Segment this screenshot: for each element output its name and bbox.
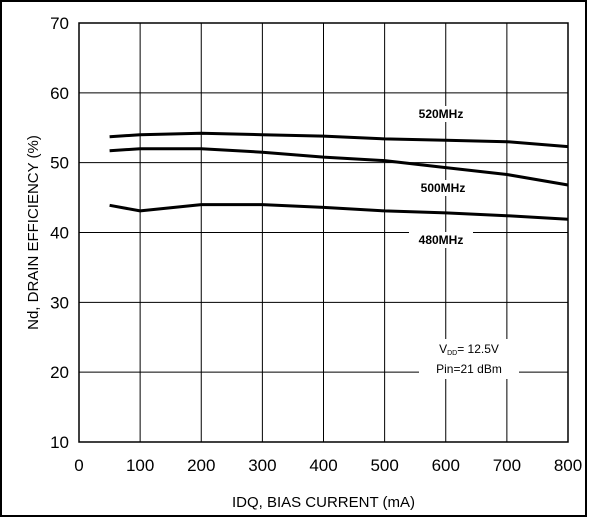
plot-border	[78, 22, 569, 443]
y-tick-label: 10	[50, 433, 69, 452]
x-tick-label: 700	[493, 456, 521, 475]
x-tick-label: 400	[309, 456, 337, 475]
y-tick-label: 20	[50, 363, 69, 382]
x-tick-label: 100	[126, 456, 154, 475]
x-tick-label: 200	[187, 456, 215, 475]
y-axis-label: Nd, DRAIN EFFICIENCY (%)	[25, 135, 42, 330]
x-tick-label: 600	[432, 456, 460, 475]
test-conditions: VDD= 12.5V Pin=21 dBm	[419, 339, 519, 379]
condition-vdd: VDD= 12.5V	[439, 342, 499, 357]
x-tick-label: 0	[74, 456, 83, 475]
y-tick-label: 40	[50, 224, 69, 243]
y-tick-label: 50	[50, 154, 69, 173]
series-lines	[109, 131, 569, 221]
series-line-480mhz	[109, 203, 569, 221]
x-axis-label: IDQ, BIAS CURRENT (mA)	[232, 494, 415, 511]
x-tick-label: 800	[554, 456, 582, 475]
series-label-bg	[409, 106, 473, 122]
x-tick-label: 500	[370, 456, 398, 475]
y-tick-label: 70	[50, 14, 69, 33]
series-label-bg	[409, 232, 473, 248]
conditions-bg	[419, 339, 519, 379]
series-label-500mhz: 500MHz	[421, 181, 466, 195]
x-tick-labels: 0 100 200 300 400 500 600 700 800	[74, 456, 582, 475]
series-line-500mhz	[109, 147, 569, 187]
y-tick-label: 30	[50, 293, 69, 312]
y-tick-label: 60	[50, 84, 69, 103]
y-tick-labels: 10 20 30 40 50 60 70	[50, 14, 69, 452]
series-label-520mhz: 520MHz	[419, 107, 464, 121]
plot-area-border	[78, 22, 569, 443]
condition-pin: Pin=21 dBm	[436, 362, 502, 376]
series-label-bg	[411, 180, 475, 196]
grid	[79, 23, 568, 442]
x-tick-label: 300	[248, 456, 276, 475]
series-labels: 520MHz 500MHz 480MHz	[409, 106, 475, 248]
series-line-520mhz	[109, 131, 569, 149]
series-label-480mhz: 480MHz	[419, 233, 464, 247]
